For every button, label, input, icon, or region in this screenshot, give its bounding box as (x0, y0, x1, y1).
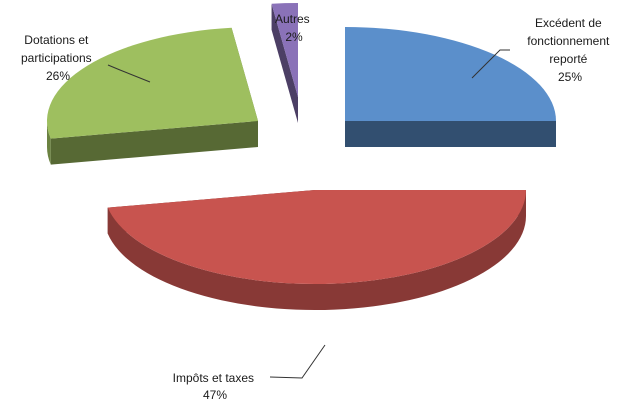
slice-side (47, 121, 51, 165)
slice-label-dotations: Dotations et participations 26% (21, 33, 95, 83)
slice-top (345, 27, 556, 121)
leader-line-dotations (107, 64, 151, 83)
slice-label-autres: Autres 2% (275, 12, 313, 44)
slice-top (271, 3, 298, 97)
slice-top (107, 190, 526, 285)
pie-slice-dotations (46, 27, 259, 165)
slices-layer (46, 3, 556, 310)
slice-label-impots: Impôts et taxes 47% (173, 371, 258, 399)
slice-top (46, 27, 259, 139)
pie-slice-excedent (345, 27, 556, 147)
slice-label-excedent: Excédent de fonctionnement reporté 25% (527, 16, 612, 84)
slice-wall (50, 121, 258, 165)
leader-line-excedent (471, 49, 510, 79)
pie-slice-impots (107, 190, 526, 310)
slice-wall (345, 121, 556, 147)
pie-slice-autres (271, 3, 298, 123)
slice-wall (271, 3, 298, 123)
slice-side (107, 190, 526, 310)
leader-line-impots (269, 344, 326, 379)
